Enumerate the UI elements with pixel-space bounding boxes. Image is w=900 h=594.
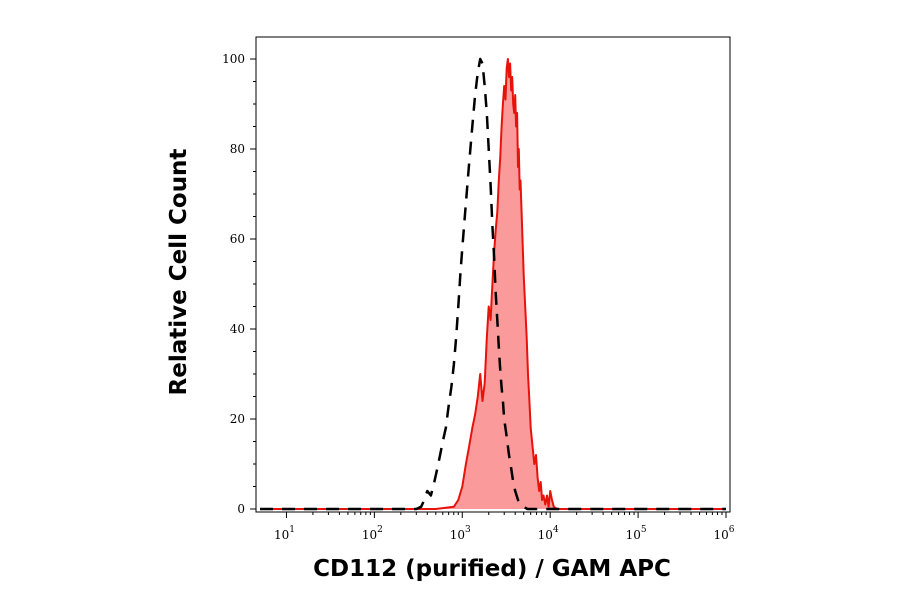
series-1-dashed-line <box>260 57 726 511</box>
y-tick-label: 60 <box>230 232 245 246</box>
y-axis-title: Relative Cell Count <box>166 149 192 396</box>
x-tick-label: 103 <box>450 525 471 542</box>
x-tick-exponent: 3 <box>465 525 471 535</box>
x-tick-exponent: 6 <box>729 525 735 535</box>
x-tick-label: 101 <box>274 525 295 542</box>
y-tick-label: 80 <box>230 142 245 156</box>
y-tick-label: 0 <box>237 502 245 516</box>
y-tick-label: 40 <box>230 322 245 336</box>
x-tick-exponent: 5 <box>641 525 647 535</box>
x-axis-title: CD112 (purified) / GAM APC <box>313 556 671 582</box>
plot-frame <box>255 36 731 513</box>
x-tick-exponent: 1 <box>289 525 295 535</box>
series-layer <box>260 57 726 511</box>
x-tick-label: 105 <box>626 525 647 542</box>
y-axis: 0 20 40 60 80 100 <box>222 52 256 516</box>
x-tick-label: 106 <box>713 525 734 542</box>
y-tick-label: 20 <box>230 412 245 426</box>
x-tick-exponent: 2 <box>377 525 383 535</box>
series-0-line <box>260 58 726 510</box>
x-tick-label: 102 <box>362 525 383 542</box>
y-tick-label: 100 <box>222 52 245 66</box>
x-axis: 101 102 103 104 105 106 <box>274 512 735 542</box>
x-tick-label: 104 <box>538 525 559 542</box>
x-tick-exponent: 4 <box>553 525 559 535</box>
